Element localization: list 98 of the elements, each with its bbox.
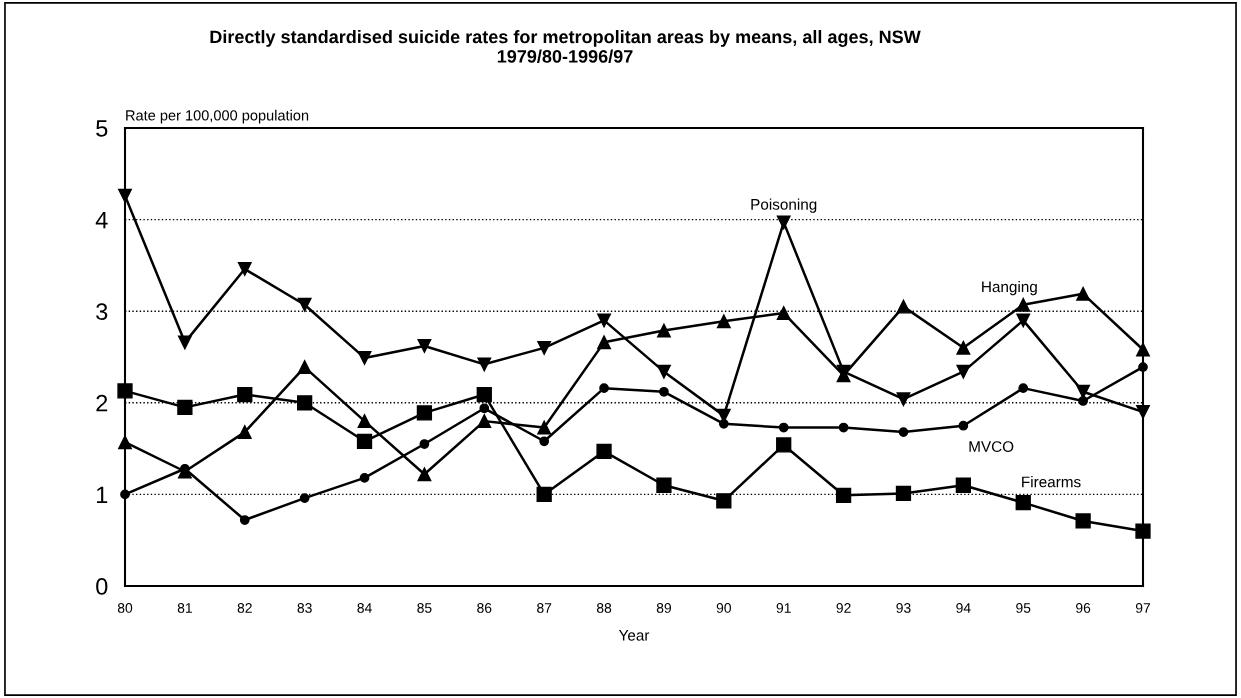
x-tick-label: 96 <box>1076 603 1091 613</box>
x-tick-label: 83 <box>297 603 312 613</box>
point <box>297 297 312 312</box>
point <box>776 306 791 320</box>
point <box>357 414 372 429</box>
point <box>599 383 609 394</box>
point <box>477 357 492 372</box>
y-tick-label: 1 <box>97 486 108 503</box>
point <box>1076 384 1091 399</box>
point <box>537 340 552 355</box>
point <box>718 419 729 429</box>
chart-title: Directly standardised suicide rates for metropolitan areas by means, all ages, NSW 1979/80-1996/97 <box>210 30 921 63</box>
point <box>479 403 490 414</box>
point <box>958 420 969 431</box>
x-tick-label: 94 <box>956 603 971 613</box>
x-tick-label: 87 <box>537 603 552 613</box>
point <box>716 493 732 509</box>
point <box>118 435 132 450</box>
x-tick-label: 93 <box>896 603 911 613</box>
y-axis-title: Rate per 100,000 population <box>126 109 309 124</box>
point <box>659 386 669 397</box>
point <box>177 399 193 416</box>
point <box>1075 513 1091 529</box>
x-tick-label: 97 <box>1135 603 1151 613</box>
point <box>1078 396 1088 406</box>
point <box>1135 523 1151 539</box>
x-tick-label: 92 <box>836 603 851 613</box>
point <box>359 473 370 483</box>
point <box>597 335 612 350</box>
series-label: MVCO <box>969 441 1014 453</box>
point <box>896 299 911 314</box>
point <box>417 339 432 353</box>
point <box>656 477 672 493</box>
point <box>117 383 133 399</box>
y-tick-label: 2 <box>96 394 108 412</box>
x-tick-label: 81 <box>177 603 192 613</box>
point <box>539 436 550 447</box>
series-label: Firearms <box>1022 476 1081 488</box>
point <box>237 262 252 277</box>
point <box>896 392 911 407</box>
point <box>356 433 373 449</box>
point <box>776 215 791 230</box>
point <box>237 386 253 403</box>
point <box>297 360 312 375</box>
point <box>1076 286 1091 301</box>
point <box>776 437 792 453</box>
x-tick-label: 85 <box>417 603 432 613</box>
point <box>955 477 971 493</box>
point <box>237 425 252 440</box>
x-tick-label: 82 <box>237 603 252 613</box>
point <box>1138 362 1148 372</box>
y-tick-label: 5 <box>96 120 108 137</box>
point <box>476 386 492 403</box>
x-tick-label: 91 <box>776 603 791 613</box>
series-label: Poisoning <box>751 198 817 213</box>
point <box>835 487 852 503</box>
x-tick-label: 95 <box>1016 603 1031 613</box>
series-label: Hanging <box>982 281 1037 296</box>
point <box>1136 342 1150 357</box>
point <box>537 420 552 435</box>
x-tick-label: 84 <box>357 603 372 613</box>
x-tick-label: 86 <box>477 603 492 613</box>
point <box>118 188 132 203</box>
point <box>177 335 192 350</box>
point <box>656 323 671 338</box>
point <box>898 427 909 437</box>
point <box>778 422 789 433</box>
point <box>956 364 971 379</box>
y-tick-label: 3 <box>96 303 108 320</box>
point <box>596 443 612 459</box>
point <box>416 405 433 421</box>
point <box>956 340 971 355</box>
x-tick-label: 80 <box>117 603 133 613</box>
point <box>299 493 310 503</box>
x-axis-title: Year <box>618 630 650 641</box>
point <box>838 422 849 433</box>
point <box>1016 313 1031 328</box>
point <box>1018 383 1029 394</box>
x-tick-label: 88 <box>596 603 612 613</box>
point <box>357 350 372 365</box>
point <box>895 485 912 502</box>
point <box>536 486 552 503</box>
point <box>120 489 130 500</box>
point <box>656 364 671 379</box>
point <box>477 414 492 429</box>
y-tick-label: 0 <box>96 578 108 595</box>
x-tick-label: 89 <box>656 603 672 613</box>
point <box>597 313 612 328</box>
point <box>297 395 313 411</box>
x-tick-label: 90 <box>716 603 732 613</box>
point <box>419 439 430 449</box>
point <box>716 314 731 329</box>
point <box>239 515 250 525</box>
y-tick-label: 4 <box>95 211 108 229</box>
point <box>1136 405 1150 419</box>
point <box>1015 495 1031 511</box>
point <box>1016 297 1031 312</box>
point <box>417 467 432 482</box>
